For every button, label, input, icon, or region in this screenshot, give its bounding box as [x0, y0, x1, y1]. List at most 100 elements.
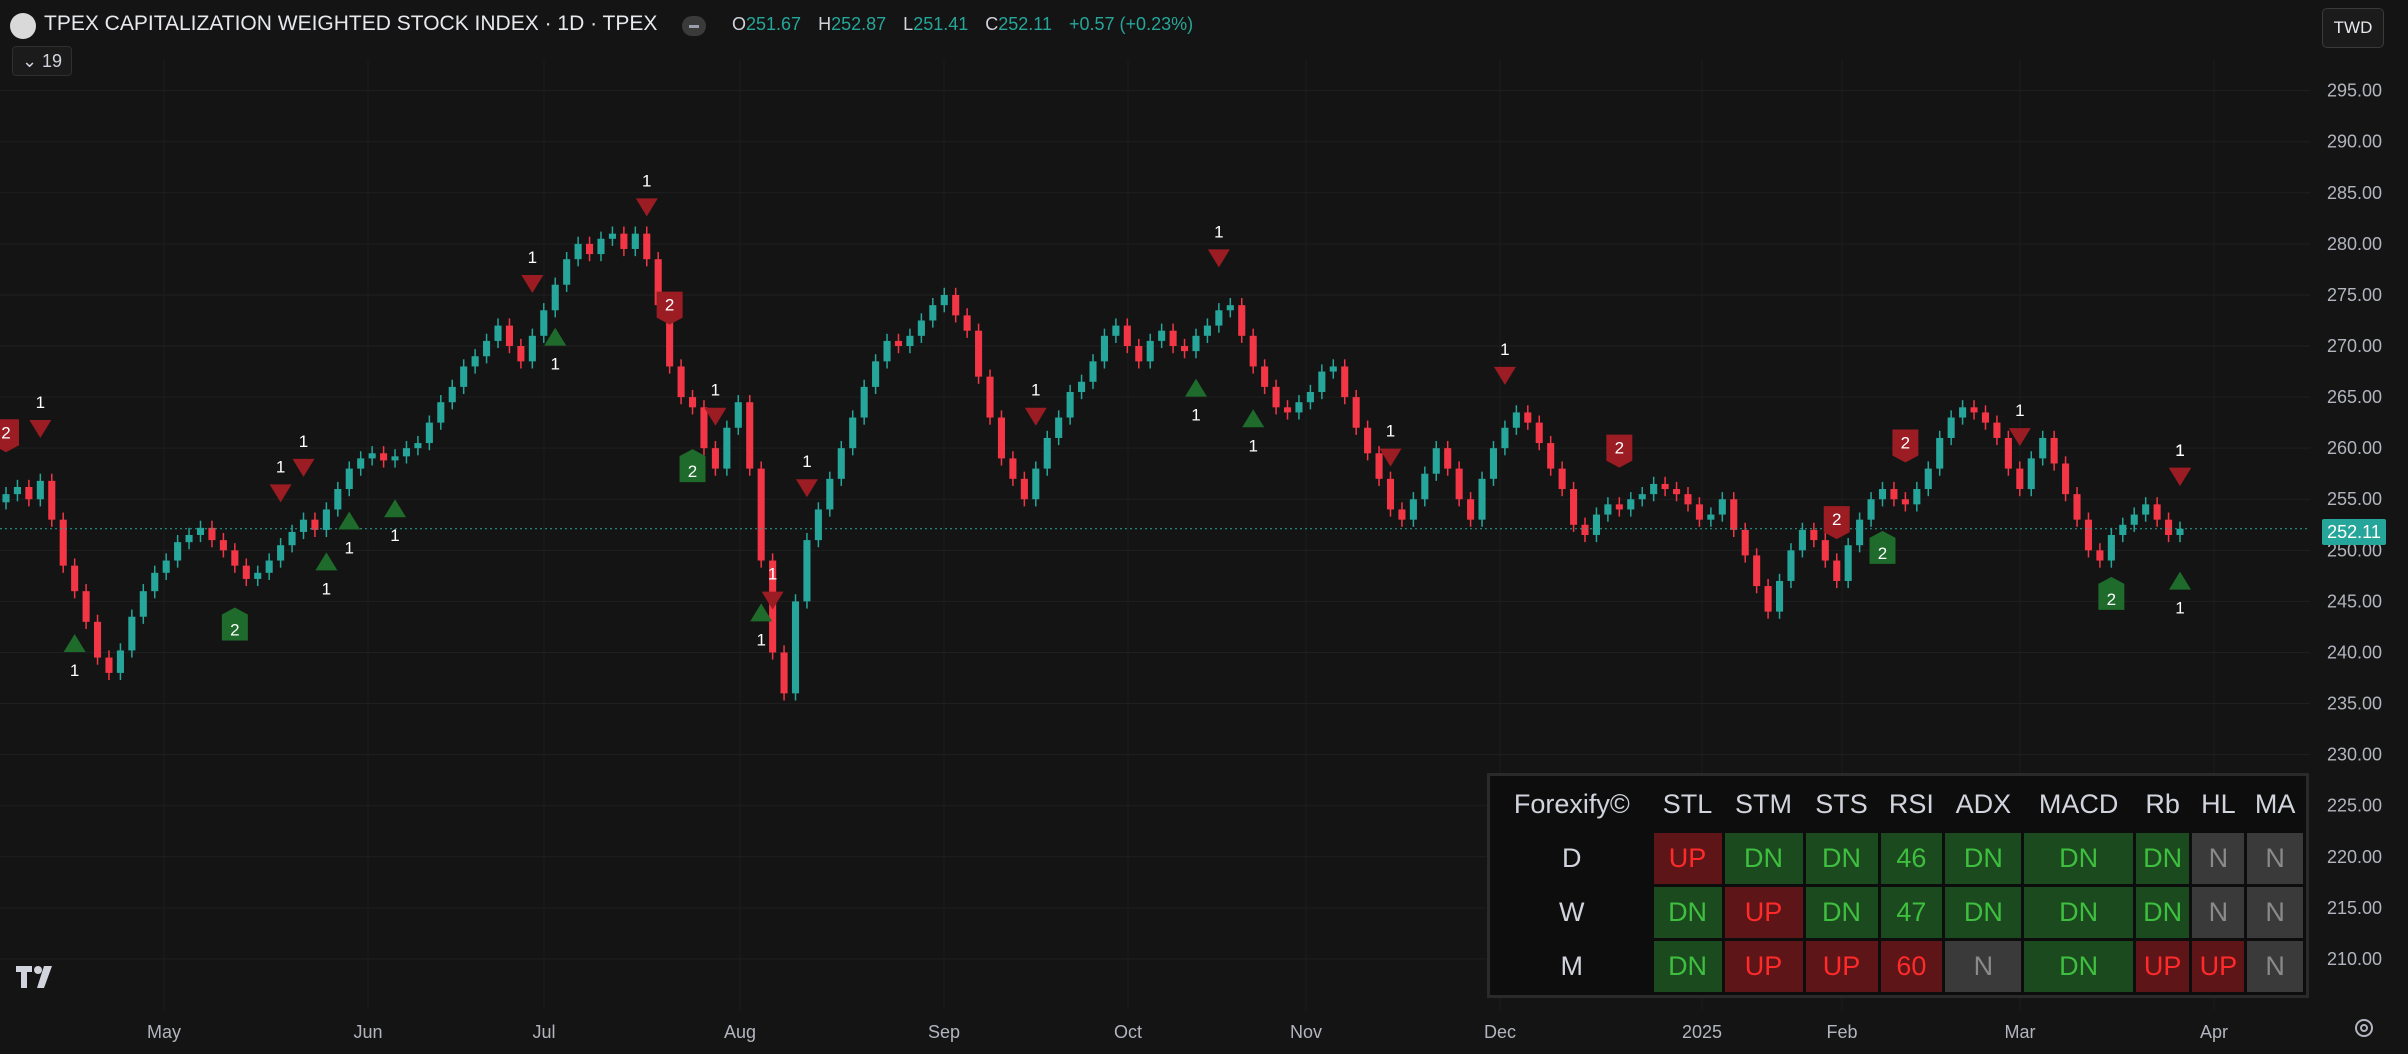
buy-signal-badge — [1869, 530, 1896, 564]
candle-body — [174, 542, 182, 561]
candle-body — [2165, 519, 2173, 535]
table-cell: UP — [1650, 830, 1725, 887]
candle-body — [48, 480, 56, 520]
signal-label: 1 — [1191, 406, 1200, 425]
candle-body — [1432, 448, 1440, 474]
candle-body — [1833, 560, 1841, 581]
candle-body — [986, 376, 994, 418]
candle-body — [1604, 504, 1612, 515]
candle-body — [2, 494, 10, 503]
candle-body — [1020, 478, 1028, 500]
candle-body — [277, 545, 285, 561]
buy-signal-arrow — [1242, 409, 1265, 428]
candle-body — [1226, 305, 1234, 311]
candle-body — [1993, 422, 2001, 438]
table-cell: N — [2244, 884, 2306, 941]
candle-body — [151, 572, 159, 592]
signal-label: 2 — [230, 621, 239, 640]
candle-body — [2142, 504, 2150, 515]
tradingview-logo-icon[interactable] — [14, 962, 64, 992]
candle-body — [723, 427, 731, 469]
signal-label: 1 — [756, 630, 765, 649]
candle-body — [711, 448, 719, 469]
col-header: STL — [1650, 776, 1725, 833]
candle-body — [2039, 437, 2047, 459]
candle-body — [1787, 550, 1795, 581]
price-label: 285.00 — [2327, 183, 2382, 203]
price-label: 290.00 — [2327, 132, 2382, 152]
candle-body — [1764, 586, 1772, 612]
candle-body — [505, 325, 513, 347]
candle-body — [849, 417, 857, 449]
candle-body — [1306, 391, 1314, 403]
candle-body — [1512, 412, 1520, 428]
price-label: 265.00 — [2327, 387, 2382, 407]
table-cell: UP — [2132, 938, 2193, 995]
signal-label: 2 — [1878, 544, 1887, 563]
high-label: H — [818, 14, 832, 34]
signal-label: 1 — [2015, 401, 2024, 420]
chart-legend: TPEX CAPITALIZATION WEIGHTED STOCK INDEX… — [0, 0, 2300, 54]
candle-body — [2176, 528, 2184, 535]
candle-body — [1775, 580, 1784, 612]
signal-label: 1 — [36, 393, 45, 412]
open-value: 251.67 — [746, 14, 802, 34]
sell-signal-arrow — [704, 407, 727, 426]
candle-body — [460, 366, 468, 387]
signal-label: 2 — [1, 423, 10, 442]
signal-label: 1 — [2175, 441, 2184, 460]
indicators-toggle-button[interactable]: ⌄ 19 — [12, 46, 72, 76]
col-header: HL — [2189, 776, 2248, 833]
candle-body — [1043, 437, 1051, 469]
price-label: 220.00 — [2327, 847, 2382, 867]
candle-body — [1078, 381, 1086, 392]
price-label: 295.00 — [2327, 81, 2382, 101]
candle-body — [540, 310, 548, 336]
candle-body — [2119, 524, 2127, 535]
candle-body — [1055, 417, 1063, 438]
candle-body — [471, 356, 479, 367]
hide-legend-button[interactable] — [682, 16, 706, 36]
candle-body — [666, 305, 674, 367]
table-cell: DN — [1802, 830, 1881, 887]
signal-label: 1 — [2175, 599, 2184, 618]
candle-body — [1489, 448, 1498, 479]
settings-gear-icon[interactable] — [2352, 1016, 2376, 1040]
signal-label: 2 — [2107, 590, 2116, 609]
close-value: 252.11 — [998, 14, 1052, 34]
price-label: 240.00 — [2327, 642, 2382, 662]
candle-body — [128, 616, 136, 651]
symbol-logo-icon — [10, 13, 36, 39]
candle-body — [1524, 412, 1532, 423]
candle-body — [1123, 325, 1131, 347]
candle-body — [219, 540, 227, 551]
candle-body — [1684, 494, 1692, 505]
col-header: STM — [1721, 776, 1806, 833]
candle-body — [1249, 335, 1257, 367]
sell-signal-arrow — [1493, 366, 1516, 385]
candle-body — [2153, 504, 2161, 520]
currency-button[interactable]: TWD — [2322, 8, 2384, 48]
month-label: Nov — [1290, 1022, 1322, 1042]
month-label: 2025 — [1682, 1022, 1722, 1042]
buy-signal-arrow — [384, 499, 407, 518]
low-label: L — [903, 14, 914, 34]
candle-body — [71, 565, 79, 592]
signal-label: 2 — [665, 296, 674, 315]
sell-signal-arrow — [29, 420, 52, 438]
table-cell: DN — [1802, 884, 1881, 941]
high-value: 252.87 — [831, 14, 887, 34]
signal-label: 1 — [299, 432, 308, 451]
candle-body — [1238, 305, 1246, 336]
candle-body — [654, 259, 662, 306]
candle-body — [2050, 437, 2058, 464]
candle-body — [2107, 535, 2115, 561]
candle-body — [368, 453, 376, 459]
candle-body — [1009, 458, 1017, 479]
symbol-title[interactable]: TPEX CAPITALIZATION WEIGHTED STOCK INDEX… — [44, 12, 658, 35]
candle-body — [803, 540, 811, 602]
candle-body — [1409, 499, 1417, 520]
candle-body — [1878, 489, 1887, 500]
candle-body — [837, 448, 845, 479]
